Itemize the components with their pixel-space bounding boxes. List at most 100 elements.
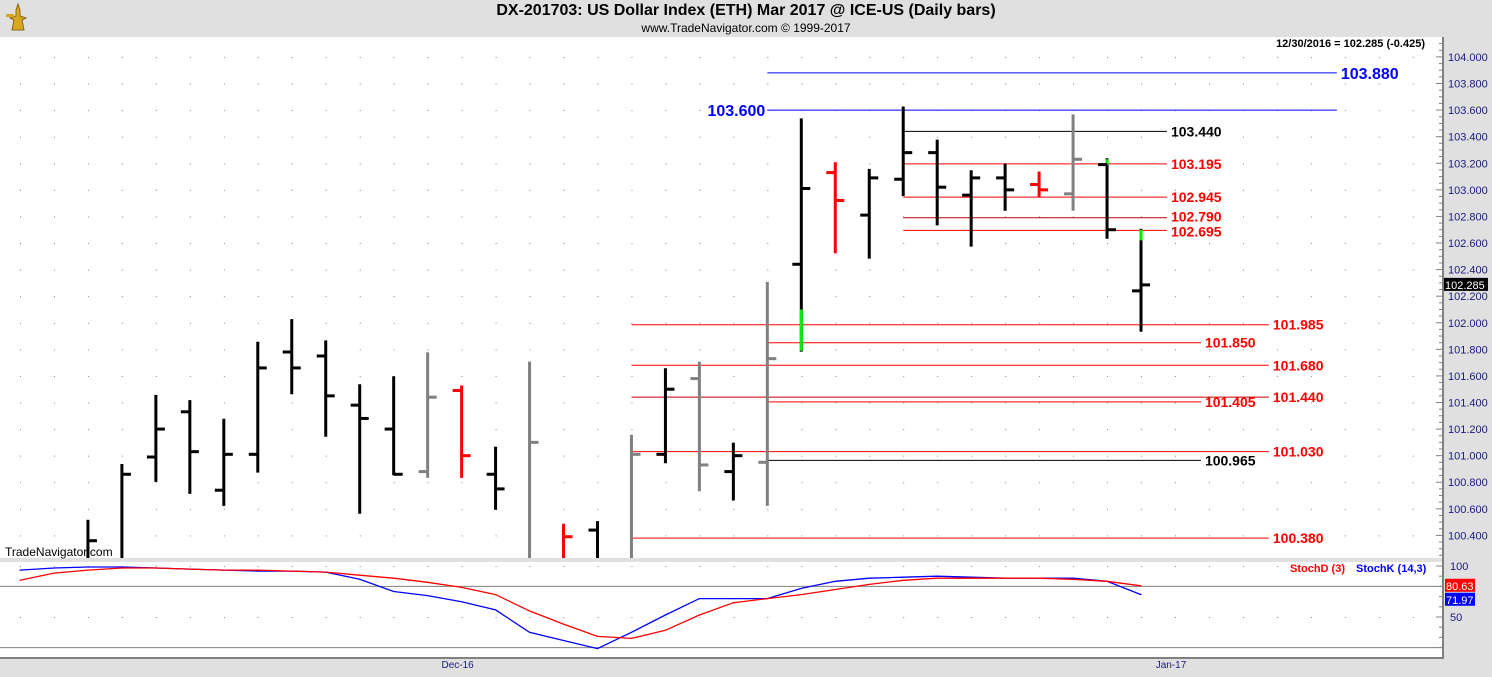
grid-dot [20,83,21,85]
grid-dot [597,375,599,377]
stoch-d-point [1004,577,1006,579]
grid-dot [1174,455,1176,457]
grid-dot [767,535,769,537]
grid-dot [495,617,497,618]
grid-dot [87,216,89,218]
ohlc-bar [214,418,233,506]
grid-dot [87,402,89,404]
grid-dot [1073,617,1075,618]
grid-dot [223,349,225,351]
grid-dot [1073,322,1075,324]
grid-dot [1344,216,1346,218]
grid-dot [1005,455,1007,457]
grid-dot [257,110,259,112]
ohlc-bar [758,281,777,506]
x-tick-label: Dec-16 [441,660,474,671]
grid-dot [155,617,157,618]
grid-dot [665,243,667,245]
grid-dot [1107,429,1109,431]
grid-dot [1073,508,1075,510]
grid-dot [359,322,361,324]
grid-dot [1073,535,1075,537]
ohlc-bar [656,368,675,464]
grid-dot [291,296,293,298]
grid-dot [665,136,667,138]
grid-dot [1208,243,1210,245]
grid-dot [529,243,531,245]
grid-dot [291,617,293,618]
grid-dot [1208,136,1210,138]
stochastic-panel [0,562,1443,657]
grid-dot [835,56,837,58]
y-tick-label: 102.600 [1448,238,1488,250]
grid-dot [835,322,837,324]
grid-dot [257,566,259,567]
grid-dot [1276,508,1278,510]
ohlc-bar [180,400,199,494]
grid-dot [121,322,123,324]
grid-dot [20,455,21,457]
stoch-d-point [189,568,191,570]
grid-dot [1344,189,1346,191]
grid-dot [291,216,293,218]
level-label: 102.945 [1171,189,1222,205]
grid-dot [665,508,667,510]
grid-dot [53,56,55,58]
grid-dot [20,508,21,510]
grid-dot [495,429,497,431]
ohlc-bars [86,106,1151,558]
stoch-k-point [902,576,904,578]
grid-dot [631,216,633,218]
grid-dot [597,296,599,298]
y-tick-label: 101.000 [1448,451,1488,463]
grid-dot [1310,189,1312,191]
grid-dot [359,56,361,58]
grid-dot [971,566,973,567]
stoch-k-point [630,631,633,633]
grid-dot [495,216,497,218]
grid-dot [1174,163,1176,165]
ohlc-bar [894,106,913,197]
grid-dot [1107,296,1109,298]
grid-dot [427,243,429,245]
grid-dot [733,56,735,58]
grid-dot [937,375,939,377]
grid-dot [359,296,361,298]
grid-dot [1276,349,1278,351]
grid-dot [1208,322,1210,324]
grid-dot [1208,296,1210,298]
grid-dot [189,189,191,191]
grid-dot [767,269,769,271]
stoch-d-point [19,579,21,581]
grid-dot [1174,566,1176,567]
legend-stochk: StochK (14,3) [1356,563,1427,575]
stoch-k-point [834,580,836,582]
grid-dot [971,535,973,537]
ohlc-bar [384,376,403,476]
grid-dot [461,349,463,351]
grid-dot [1310,455,1312,457]
grid-dot [325,296,327,298]
grid-dot [1174,508,1176,510]
grid-dot [597,322,599,324]
grid-dot [189,322,191,324]
grid-dot [427,322,429,324]
grid-dot [461,322,463,324]
grid-dot [393,83,395,85]
grid-dot [223,243,225,245]
grid-dot [835,455,837,457]
grid-dot [223,163,225,165]
grid-dot [291,110,293,112]
grid-dot [1242,617,1244,618]
grid-dot [1378,243,1380,245]
grid-dot [121,402,123,404]
grid-dot [1242,508,1244,510]
grid-dot [631,269,633,271]
grid-dot [869,163,871,165]
grid-dot [1276,617,1278,618]
grid-dot [563,322,565,324]
grid-dot [495,83,497,85]
grid-dot [1344,243,1346,245]
grid-dot [903,455,905,457]
